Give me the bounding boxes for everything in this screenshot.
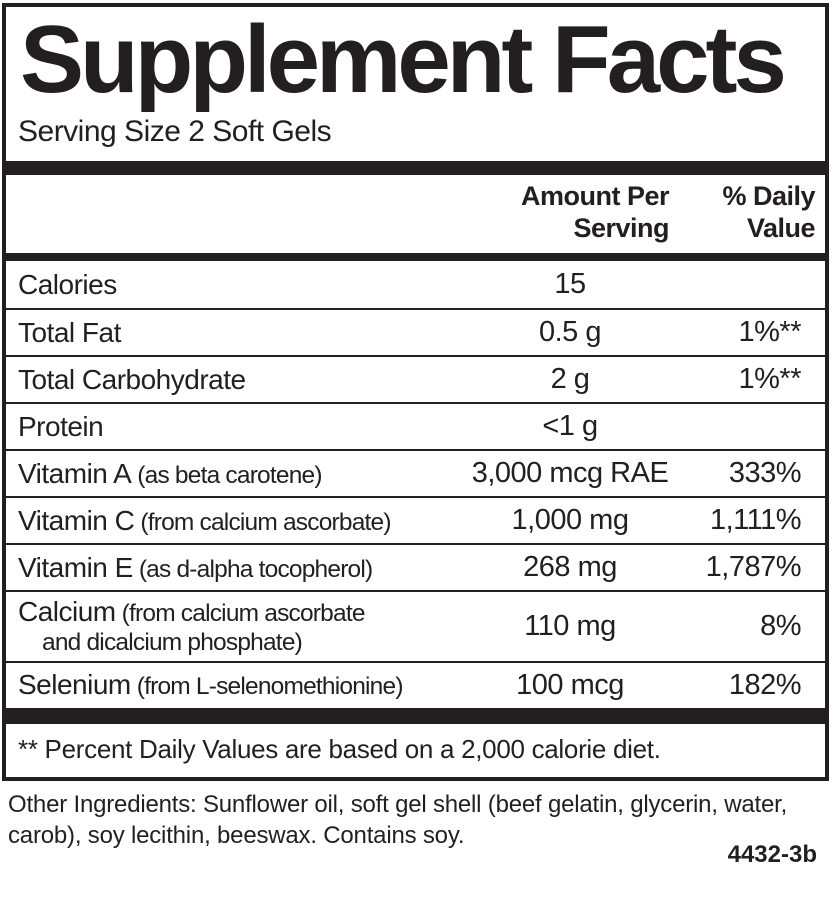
daily-value: 8% bbox=[760, 609, 801, 642]
nutrient-name-cell: Vitamin A (as beta carotene) bbox=[6, 457, 455, 491]
nutrient-name: Total Carbohydrate bbox=[18, 363, 246, 395]
nutrient-detail-line2: and dicalcium phosphate) bbox=[42, 629, 303, 657]
header-amount-per-serving: Amount Per Serving bbox=[520, 181, 670, 243]
nutrient-name-cell: Selenium (from L-selenomethionine) bbox=[6, 668, 455, 702]
supplement-facts-panel: Supplement Facts Serving Size 2 Soft Gel… bbox=[2, 3, 829, 781]
daily-value: 1,111% bbox=[709, 503, 802, 536]
amount-value: 2 g bbox=[550, 362, 590, 395]
nutrient-detail: (as beta carotene) bbox=[137, 461, 322, 489]
header-percent-daily-value: % Daily Value bbox=[722, 181, 815, 243]
nutrient-row-total-carbohydrate: Total Carbohydrate 2 g 1%** bbox=[6, 354, 825, 402]
nutrient-row-vitamin-a: Vitamin A (as beta carotene) 3,000 mcg RA… bbox=[6, 448, 825, 496]
divider-heavy-top bbox=[6, 161, 825, 176]
nutrient-detail: (from calcium ascorbate bbox=[121, 599, 366, 627]
serving-size: Serving Size 2 Soft Gels bbox=[18, 115, 332, 149]
divider-medium-header bbox=[6, 252, 825, 261]
amount-value: 1,000 mg bbox=[511, 503, 629, 536]
nutrient-rows: Calories 15 Total Fat 0.5 g 1%** Total C… bbox=[6, 261, 825, 708]
column-header-row: Amount Per Serving % Daily Value bbox=[6, 175, 825, 253]
nutrient-name: Vitamin A bbox=[18, 457, 132, 489]
nutrient-name: Calcium bbox=[18, 595, 116, 627]
nutrient-name: Vitamin E bbox=[18, 551, 133, 583]
nutrient-row-protein: Protein <1 g bbox=[6, 401, 825, 449]
nutrient-row-vitamin-e: Vitamin E (as d-alpha tocopherol) 268 mg … bbox=[6, 542, 825, 590]
amount-value: 15 bbox=[554, 267, 586, 300]
amount-value: 100 mcg bbox=[516, 668, 624, 701]
amount-value: 0.5 g bbox=[539, 315, 602, 348]
daily-value: 182% bbox=[728, 668, 802, 701]
nutrient-row-calcium: Calcium (from calcium ascorbate and dical… bbox=[6, 589, 825, 661]
nutrient-name-cell: Calories bbox=[6, 268, 455, 302]
amount-value: 3,000 mcg RAE bbox=[471, 456, 669, 489]
nutrient-name-cell: Total Fat bbox=[6, 316, 455, 350]
nutrient-name: Protein bbox=[18, 410, 104, 442]
nutrient-name: Total Fat bbox=[18, 316, 121, 348]
nutrient-detail: (from L-selenomethionine) bbox=[136, 673, 404, 701]
daily-value: 1,787% bbox=[705, 550, 802, 583]
divider-heavy-bottom bbox=[6, 707, 825, 724]
daily-value: 1%** bbox=[738, 362, 802, 395]
nutrient-name: Selenium bbox=[18, 669, 131, 701]
nutrient-row-total-fat: Total Fat 0.5 g 1%** bbox=[6, 307, 825, 355]
amount-value: 110 mg bbox=[524, 609, 616, 642]
nutrient-row-selenium: Selenium (from L-selenomethionine) 100 mc… bbox=[6, 660, 825, 708]
nutrient-row-calories: Calories 15 bbox=[6, 261, 825, 308]
daily-value: 333% bbox=[728, 456, 802, 489]
daily-value: 1%** bbox=[738, 315, 802, 348]
amount-value: <1 g bbox=[542, 409, 598, 442]
nutrient-row-vitamin-c: Vitamin C (from calcium ascorbate) 1,000 … bbox=[6, 495, 825, 543]
nutrient-name: Calories bbox=[18, 268, 117, 300]
nutrient-name-cell: Calcium (from calcium ascorbate and dical… bbox=[6, 595, 455, 658]
nutrient-name-cell: Vitamin C (from calcium ascorbate) bbox=[6, 504, 455, 538]
daily-value-footnote: ** Percent Daily Values are based on a 2… bbox=[18, 733, 661, 764]
other-ingredients-text: Other Ingredients: Sunflower oil, soft g… bbox=[8, 790, 788, 849]
panel-title: Supplement Facts bbox=[20, 6, 787, 113]
item-code: 4432-3b bbox=[727, 841, 817, 869]
nutrient-name-cell: Total Carbohydrate bbox=[6, 363, 455, 397]
amount-value: 268 mg bbox=[523, 550, 617, 583]
nutrient-name-cell: Vitamin E (as d-alpha tocopherol) bbox=[6, 551, 455, 585]
nutrient-detail: (from calcium ascorbate) bbox=[140, 508, 391, 536]
nutrient-name: Vitamin C bbox=[18, 504, 135, 536]
nutrient-detail: (as d-alpha tocopherol) bbox=[138, 555, 373, 583]
nutrient-name-cell: Protein bbox=[6, 410, 455, 444]
